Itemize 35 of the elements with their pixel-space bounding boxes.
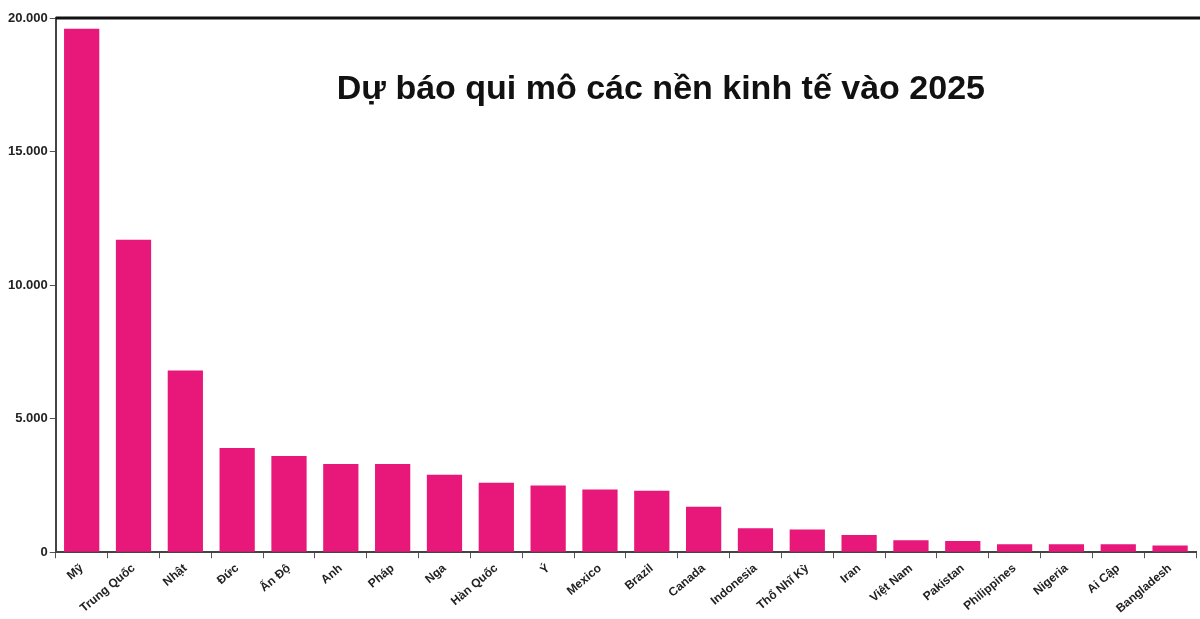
bar	[375, 464, 411, 552]
bar	[167, 370, 203, 552]
bar	[1152, 545, 1188, 552]
bar	[478, 482, 514, 552]
y-tick-label: 20.000	[8, 9, 48, 25]
y-tick-label: 10.000	[8, 276, 48, 292]
y-tick-label: 15.000	[8, 143, 48, 159]
text: Dự báo qui mô các nền kinh tế vào 2025	[336, 68, 985, 107]
y-tick-label: 5.000	[15, 410, 48, 426]
bar	[686, 506, 722, 552]
y-tick-label: 0	[40, 543, 48, 559]
bar	[426, 474, 463, 552]
bar	[1100, 544, 1136, 552]
x-tick-label: Mỹ	[63, 560, 86, 583]
bar	[634, 490, 670, 552]
bar	[737, 528, 774, 552]
bar	[219, 448, 255, 552]
x-tick-label: Nga	[422, 560, 449, 587]
bar	[1048, 544, 1085, 552]
x-tick-label: Iran	[837, 560, 864, 586]
bar	[530, 485, 566, 552]
x-tick-label: Ấn Độ	[256, 560, 294, 595]
bar	[271, 456, 307, 552]
bar	[945, 541, 981, 552]
bar	[582, 489, 618, 552]
bar	[996, 544, 1033, 552]
x-tick-label: Anh	[318, 560, 345, 587]
x-tick-label: Ý	[536, 560, 553, 577]
bar	[64, 28, 100, 552]
bar	[893, 540, 929, 552]
bar	[841, 534, 877, 552]
x-tick-label: Đức	[213, 560, 242, 588]
bar	[115, 239, 152, 552]
bar	[789, 529, 825, 552]
bar	[323, 464, 359, 552]
